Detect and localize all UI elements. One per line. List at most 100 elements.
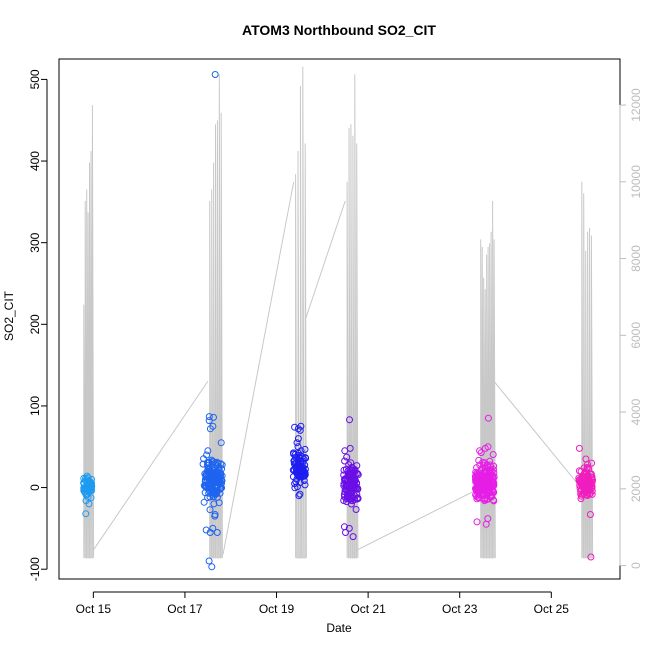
point-5-90 [581,485,588,493]
point-1-150 [211,71,219,78]
point-5-94 [580,464,588,472]
point-4-166 [474,487,482,495]
point-5-99 [575,477,583,485]
overlay-connector-4 [493,381,583,490]
point-3-105 [348,470,355,478]
point-4-179 [472,472,479,480]
overlay-burst-3 [346,74,359,559]
point-4-174 [476,472,484,480]
point-5-102 [588,459,596,467]
point-3-110 [346,416,353,424]
x-tick-label-2: Oct 19 [259,602,295,616]
point-3-28 [341,457,349,465]
point-2-86 [294,443,302,451]
y2-tick-label-1: 2000 [629,475,643,502]
point-4-163 [473,464,481,472]
point-0-63 [88,475,95,483]
point-5-104 [587,553,595,561]
point-1-141 [205,468,213,476]
point-1-165 [211,512,219,520]
point-1-158 [206,529,214,536]
point-5-100 [575,444,583,452]
point-4-180 [484,414,492,422]
point-5-96 [588,484,596,492]
point-3-114 [345,524,353,532]
overlay-burst-5 [581,181,594,559]
point-1-160 [205,557,213,565]
point-1-153 [205,417,213,425]
point-5-68 [577,495,585,503]
point-1-163 [204,447,212,455]
point-3-107 [353,480,361,487]
overlay-series [83,66,594,559]
point-1-142 [213,483,221,491]
point-4-173 [475,494,483,501]
point-4-139 [486,461,494,469]
x-tick-label-0: Oct 15 [76,602,112,616]
point-2-77 [300,468,308,476]
point-2-87 [296,490,304,498]
point-2-51 [300,477,308,485]
overlay-connector-0 [92,381,209,551]
point-1-146 [208,477,216,485]
point-3-97 [343,491,351,499]
point-5-98 [577,490,585,498]
point-5-82 [588,476,596,483]
x-tick-label-3: Oct 21 [350,602,386,616]
y2-tick-label-0: 0 [629,562,643,569]
point-1-159 [213,529,221,536]
point-3-95 [351,475,359,483]
point-0-61 [84,474,92,482]
point-3-98 [342,465,350,473]
point-1-110 [210,500,218,508]
y-tick-label-0: -100 [28,557,42,581]
point-1-155 [206,425,214,433]
point-1-137 [205,459,213,467]
point-3-108 [346,479,354,486]
y2-tick-label-2: 4000 [629,398,643,425]
point-4-73 [489,451,497,458]
y-tick-label-3: 200 [28,314,42,334]
y-axis: -100 0 100 200 300 400 500 [28,69,48,581]
point-1-135 [200,498,208,506]
y-axis-label: SO2_CIT [2,290,16,341]
point-2-74 [289,473,297,481]
point-4-177 [475,456,483,464]
point-2-83 [296,426,304,434]
point-4-176 [482,480,490,488]
point-0-62 [83,472,91,480]
x-axis-label: Date [326,621,352,635]
point-4-151 [479,458,487,466]
y-tick-label-2: 100 [28,396,42,416]
point-5-103 [586,511,594,518]
point-4-98 [473,495,481,503]
point-1-151 [205,413,213,421]
point-1-148 [213,471,220,479]
overlay-connector-1 [222,181,295,555]
point-0-64 [85,500,93,508]
point-5-97 [580,489,588,497]
point-0-57 [81,485,89,493]
point-2-79 [293,464,301,472]
point-1-162 [217,439,225,447]
y-tick-label-6: 500 [28,69,42,89]
point-4-172 [479,471,487,479]
point-5-95 [583,476,591,484]
point-3-103 [341,475,348,483]
point-2-49 [290,457,298,465]
overlay-burst-0 [83,105,95,559]
y-tick-label-4: 300 [28,232,42,252]
point-4-145 [486,472,494,480]
point-4-183 [476,447,484,455]
point-5-92 [582,478,590,486]
point-3-92 [346,466,354,474]
point-2-78 [295,457,302,465]
point-2-88 [295,492,303,500]
point-4-185 [473,518,481,526]
scatter-points [80,71,596,571]
point-2-85 [293,439,301,447]
chart-title: ATOM3 Northbound SO2_CIT [242,22,436,38]
point-0-58 [80,488,88,496]
point-3-79 [343,453,351,461]
